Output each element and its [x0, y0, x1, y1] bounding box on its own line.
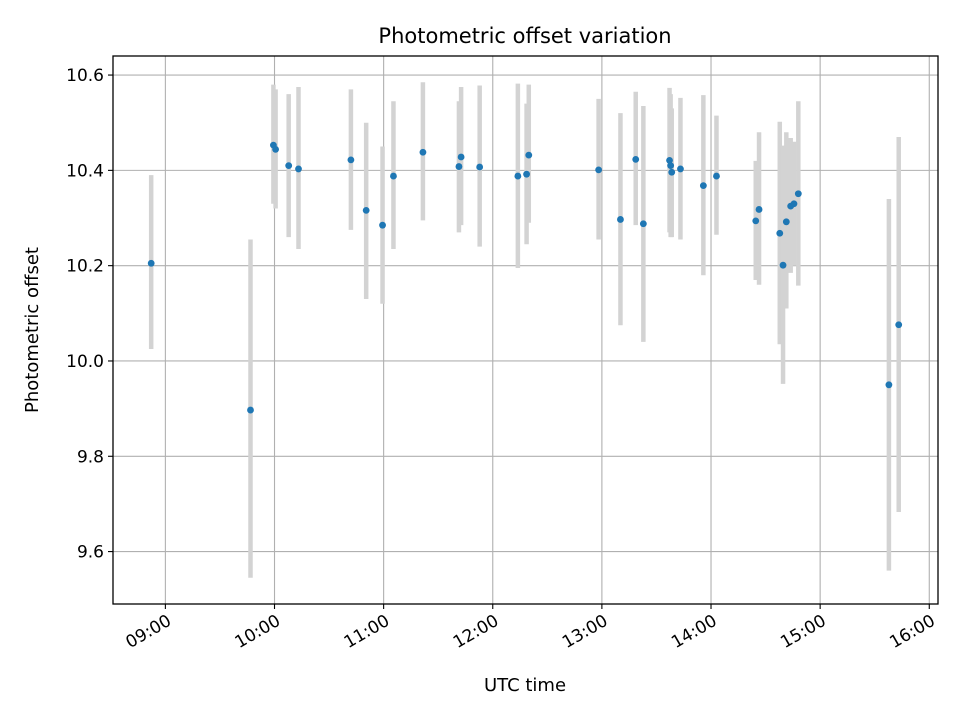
x-axis-label: UTC time — [484, 675, 566, 696]
data-point — [514, 172, 522, 180]
data-point — [390, 172, 397, 180]
y-tick-label: 10.6 — [66, 66, 104, 86]
data-point — [379, 221, 386, 229]
data-point — [147, 259, 155, 267]
data-point — [782, 218, 790, 226]
data-point — [794, 190, 802, 198]
data-point — [755, 206, 763, 213]
data-point — [285, 162, 293, 170]
y-axis-label: Photometric offset — [22, 247, 43, 413]
data-point — [272, 145, 279, 153]
y-tick-label: 9.6 — [77, 543, 104, 563]
data-point — [455, 163, 463, 170]
y-tick-label: 10.2 — [66, 257, 104, 277]
data-point — [699, 182, 707, 190]
data-point — [776, 229, 784, 237]
data-point — [617, 216, 624, 223]
data-points — [147, 141, 903, 414]
chart-title: Photometric offset variation — [378, 24, 671, 48]
data-point — [347, 156, 355, 164]
data-point — [885, 381, 893, 389]
y-tick-label: 9.8 — [77, 447, 104, 467]
data-point — [779, 261, 787, 269]
data-point — [523, 170, 530, 178]
y-tick-label: 10.4 — [66, 161, 104, 181]
data-point — [247, 406, 254, 414]
data-point — [362, 206, 370, 214]
data-point — [595, 166, 603, 174]
data-point — [419, 148, 427, 156]
data-point — [295, 165, 302, 173]
data-point — [895, 321, 903, 329]
plot-frame — [112, 55, 939, 605]
data-point — [457, 153, 465, 161]
data-point — [632, 156, 640, 163]
data-point — [639, 220, 647, 228]
data-point — [713, 172, 720, 180]
data-point — [667, 162, 675, 170]
data-point — [476, 163, 484, 171]
data-point — [666, 156, 673, 164]
data-point — [752, 217, 760, 225]
data-point — [790, 200, 798, 208]
data-point — [668, 168, 676, 176]
data-point — [525, 151, 533, 159]
y-axis-ticks: 9.6 9.8 10.0 10.2 10.4 10.6 — [66, 66, 113, 563]
data-point — [677, 165, 684, 173]
y-tick-label: 10.0 — [66, 352, 104, 372]
